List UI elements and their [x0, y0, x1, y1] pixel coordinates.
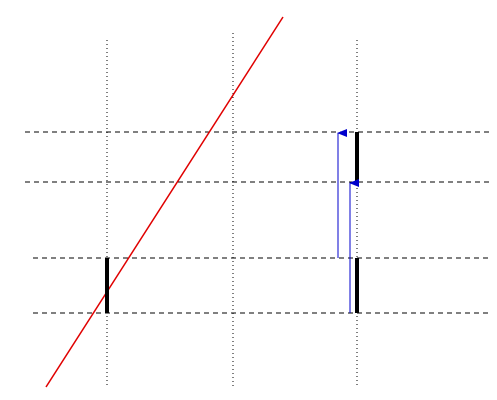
- red-line: [45, 16, 284, 388]
